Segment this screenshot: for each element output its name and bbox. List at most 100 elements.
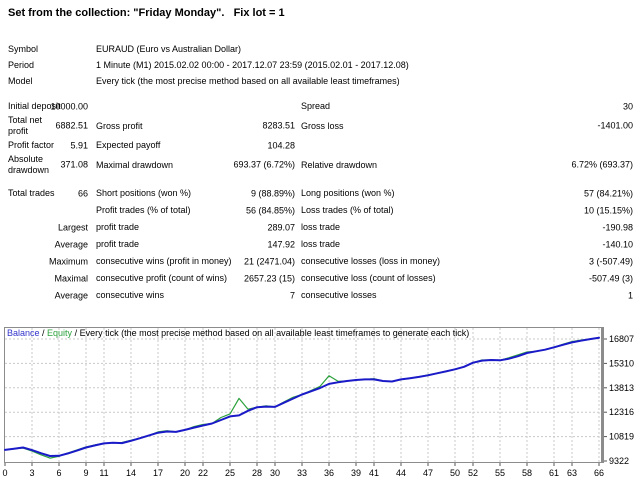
- model-row: Model Every tick (the most precise metho…: [8, 73, 634, 89]
- balance-equity-chart: 16807 15310 13813 12316 10819 9322 0 3 6 9 11 14 17 2…: [0, 325, 640, 480]
- stat-label-4: Total trades: [8, 188, 55, 198]
- x-axis-label: 28: [252, 468, 262, 478]
- stat-label2-10: consecutive wins: [96, 290, 165, 300]
- stat-cell-group-2: consecutive wins (profit in money) 21 (24…: [96, 253, 295, 270]
- x-axis-label: 66: [594, 468, 604, 478]
- stat-value2-5: 56 (84.85%): [245, 205, 295, 215]
- period-value: 1 Minute (M1) 2015.02.02 00:00 - 2017.12…: [96, 60, 409, 70]
- stat-label3-1: Gross loss: [301, 120, 344, 131]
- stat-label2-9: consecutive profit (count of wins): [96, 273, 228, 283]
- stat-value-6: Largest: [57, 222, 88, 232]
- stat-cell-group-3: Gross loss -1401.00: [301, 115, 633, 137]
- legend-separator: /: [39, 328, 48, 338]
- stat-label3-3: Relative drawdown: [301, 159, 378, 170]
- stat-value-7: Average: [54, 239, 88, 249]
- stat-cell-group-3: consecutive losses 1: [301, 287, 633, 304]
- stat-cell-group-1: Maximal: [8, 270, 88, 287]
- x-axis-label: 33: [297, 468, 307, 478]
- symbol-value: EURAUD (Euro vs Australian Dollar): [96, 44, 242, 54]
- y-axis-label: 9322: [609, 456, 629, 466]
- stat-cell-group-2: [96, 98, 295, 115]
- stat-value3-10: 1: [627, 290, 633, 300]
- x-axis-label: 9: [83, 468, 88, 478]
- stat-label-0: Initial deposit: [8, 101, 61, 111]
- x-axis-label: 63: [567, 468, 577, 478]
- stat-value-9: Maximal: [54, 273, 88, 283]
- symbol-row: Symbol EURAUD (Euro vs Australian Dollar…: [8, 41, 634, 57]
- stat-row-5: Profit trades (% of total) 56 (84.85%) Los…: [8, 202, 634, 219]
- stat-cell-group-2: Maximal drawdown 693.37 (6.72%): [96, 154, 295, 176]
- chart-header: Balance / Equity / Every tick (the most …: [7, 328, 469, 338]
- x-axis-label: 58: [522, 468, 532, 478]
- stat-value2-2: 104.28: [267, 140, 295, 150]
- stat-cell-group-2: Expected payoff 104.28: [96, 137, 295, 154]
- y-axis-label: 13813: [609, 383, 634, 393]
- stat-cell-group-2: consecutive wins 7: [96, 287, 295, 304]
- balance-legend-label: Balance: [7, 328, 40, 338]
- x-axis-label: 25: [225, 468, 235, 478]
- stat-cell-group-1: Absolute drawdown 371.08: [8, 154, 88, 176]
- stat-value3-0: 30: [622, 101, 633, 111]
- stat-value3-1: -1401.00: [597, 120, 633, 131]
- stat-value3-9: -507.49 (3): [588, 273, 633, 283]
- stat-label3-8: consecutive losses (loss in money): [301, 256, 441, 266]
- stat-cell-group-1: Total trades 66: [8, 185, 88, 202]
- y-axis-label: 12316: [609, 407, 634, 417]
- y-axis-bar: [601, 327, 604, 463]
- x-axis-label: 41: [369, 468, 379, 478]
- stat-cell-group-2: Short positions (won %) 9 (88.89%): [96, 185, 295, 202]
- model-value: Every tick (the most precise method base…: [96, 76, 400, 86]
- stat-row-9: Maximal consecutive profit (count of wins…: [8, 270, 634, 287]
- stat-row-7: Average profit trade 147.92 loss trade -140.…: [8, 236, 634, 253]
- stat-label3-6: loss trade: [301, 222, 341, 232]
- stat-row-6: Largest profit trade 289.07 loss trade -190.…: [8, 219, 634, 236]
- stat-cell-group-1: Largest: [8, 219, 88, 236]
- stat-row-10: Average consecutive wins 7 consecutive loss…: [8, 287, 634, 304]
- stat-label3-9: consecutive loss (count of losses): [301, 273, 436, 283]
- stat-value2-3: 693.37 (6.72%): [233, 159, 295, 170]
- stat-cell-group-1: [8, 202, 88, 219]
- stat-label-3: Absolute drawdown: [8, 154, 50, 175]
- stat-value2-10: 7: [289, 290, 295, 300]
- stat-value-2: 5.91: [70, 140, 88, 150]
- stat-row-0: Initial deposit 10000.00 Spread 30: [8, 98, 634, 115]
- x-axis-label: 22: [198, 468, 208, 478]
- y-axis-label: 16807: [609, 334, 634, 344]
- stat-label-1: Total net profit: [8, 115, 43, 136]
- stat-cell-group-1: Average: [8, 236, 88, 253]
- stat-cell-group-3: loss trade -140.10: [301, 236, 633, 253]
- stat-value3-4: 57 (84.21%): [583, 188, 633, 198]
- stat-label3-0: Spread: [301, 101, 331, 111]
- stat-cell-group-3: consecutive losses (loss in money) 3 (-50…: [301, 253, 633, 270]
- period-row: Period 1 Minute (M1) 2015.02.02 00:00 - …: [8, 57, 634, 73]
- x-axis-label: 14: [126, 468, 136, 478]
- stat-row-1: Total net profit 6882.51 Gross profit 8283.…: [8, 115, 634, 137]
- stat-value-10: Average: [54, 290, 88, 300]
- chart-model-note: Every tick (the most precise method base…: [79, 328, 470, 338]
- stat-label2-8: consecutive wins (profit in money): [96, 256, 232, 266]
- x-axis-label: 11: [99, 468, 108, 478]
- stat-label2-3: Maximal drawdown: [96, 159, 174, 170]
- statistics-table: Initial deposit 10000.00 Spread 30 Total net…: [8, 98, 634, 304]
- x-axis-label: 52: [468, 468, 478, 478]
- stat-cell-group-2: profit trade 147.92: [96, 236, 295, 253]
- period-label: Period: [8, 60, 35, 70]
- stat-row-2: Profit factor 5.91 Expected payoff 104.28: [8, 137, 634, 154]
- stat-label2-6: profit trade: [96, 222, 140, 232]
- stat-cell-group-1: Profit factor 5.91: [8, 137, 88, 154]
- x-axis-label: 44: [396, 468, 406, 478]
- stat-label3-4: Long positions (won %): [301, 188, 395, 198]
- model-label: Model: [8, 76, 33, 86]
- stat-label-2: Profit factor: [8, 140, 55, 150]
- stat-cell-group-2: Profit trades (% of total) 56 (84.85%): [96, 202, 295, 219]
- stat-cell-group-3: Long positions (won %) 57 (84.21%): [301, 185, 633, 202]
- x-axis-label: 61: [549, 468, 559, 478]
- stat-value3-7: -140.10: [602, 239, 633, 249]
- stat-value-3: 371.08: [60, 159, 88, 170]
- stat-cell-group-2: consecutive profit (count of wins) 2657.2…: [96, 270, 295, 287]
- x-axis-label: 39: [351, 468, 361, 478]
- x-axis-label: 30: [270, 468, 280, 478]
- stat-row-3: Absolute drawdown 371.08 Maximal drawdown 6…: [8, 154, 634, 176]
- strategy-tester-report: Symbol EURAUD (Euro vs Australian Dollar…: [8, 41, 634, 304]
- stat-cell-group-2: profit trade 289.07: [96, 219, 295, 236]
